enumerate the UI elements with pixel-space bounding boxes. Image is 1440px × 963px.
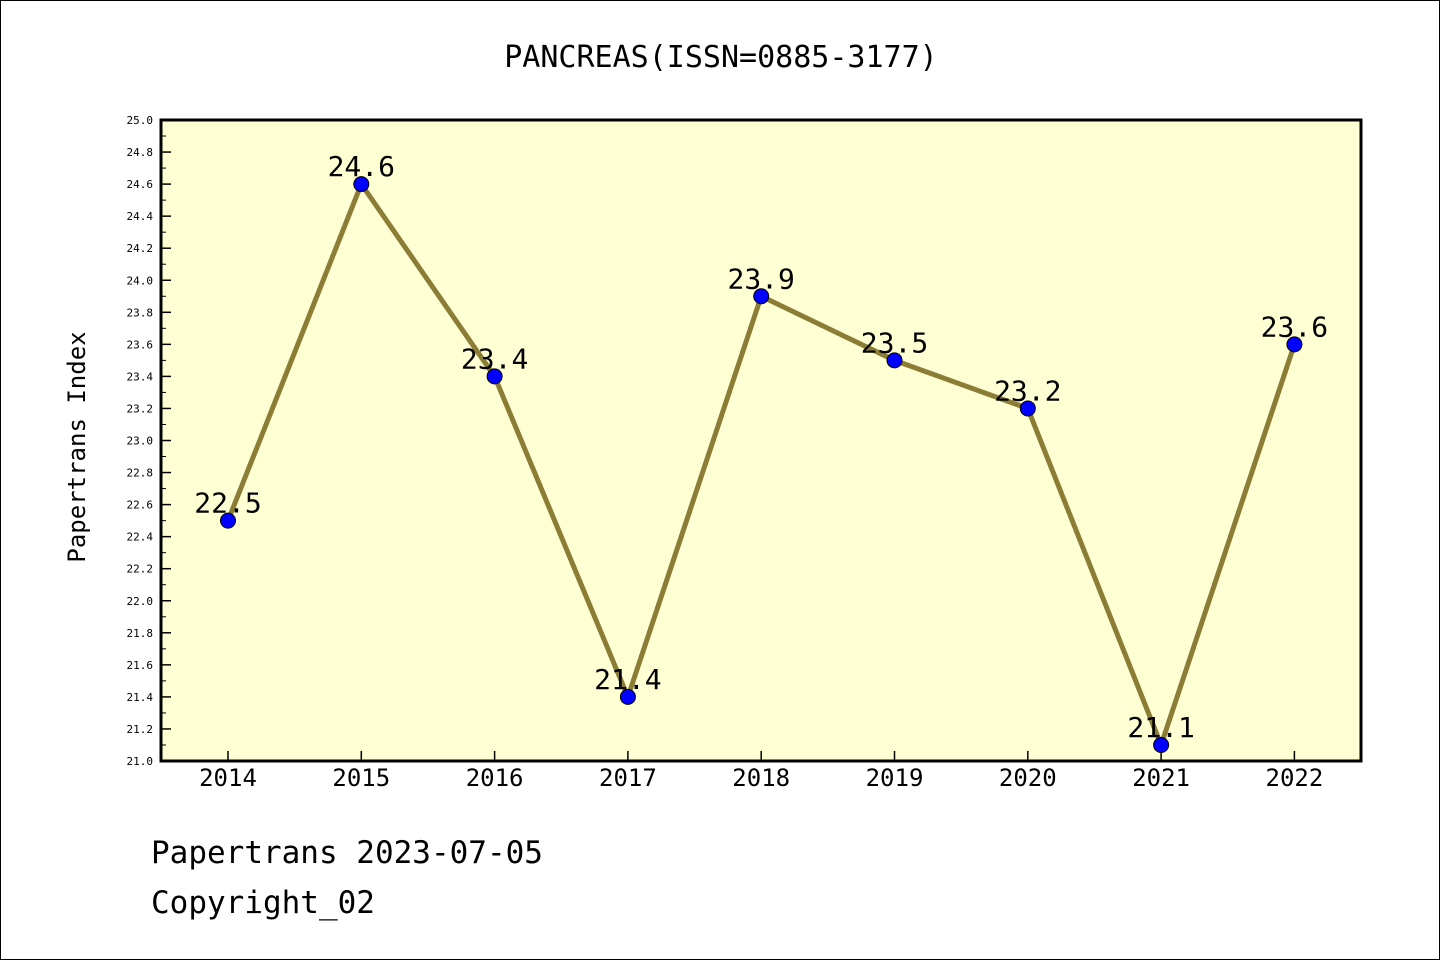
data-label: 21.4 (594, 663, 661, 696)
data-label: 23.4 (461, 342, 528, 375)
x-axis-ticks: 2014 2015 2016 2017 2018 2019 2020 2021 2022 (199, 751, 1323, 792)
data-label: 23.6 (1261, 310, 1328, 343)
data-point (353, 176, 370, 193)
y-tick-label: 23.0 (127, 435, 154, 448)
y-tick-label: 22.0 (127, 595, 154, 608)
y-tick-label: 23.2 (127, 402, 154, 415)
x-tick-label: 2020 (999, 764, 1057, 792)
y-tick-label: 21.4 (127, 691, 154, 704)
x-tick-label: 2019 (866, 764, 924, 792)
y-tick-label: 24.2 (127, 242, 154, 255)
y-tick-label: 22.6 (127, 499, 154, 512)
data-point (1153, 736, 1170, 753)
data-label: 23.5 (861, 326, 928, 359)
y-tick-label: 22.8 (127, 467, 154, 480)
y-axis-ticks: 21.0 21.2 21.4 21.6 21.8 22.0 22.2 22.4 22.6 22.8… (127, 114, 171, 768)
y-tick-label: 24.8 (127, 146, 154, 159)
y-axis-label: Papertrans Index (63, 331, 91, 562)
x-tick-label: 2021 (1132, 764, 1190, 792)
data-point (1286, 336, 1303, 353)
x-tick-label: 2022 (1266, 764, 1324, 792)
y-tick-label: 23.8 (127, 306, 154, 319)
series-group: 22.5 24.6 23.4 21.4 23.9 23.5 23.2 21.1 23.6 (194, 150, 1328, 753)
x-tick-label: 2015 (332, 764, 390, 792)
y-tick-label: 24.4 (127, 210, 154, 223)
data-label: 21.1 (1127, 711, 1194, 744)
plot-area (159, 118, 1363, 763)
data-point (1019, 400, 1036, 417)
y-tick-label: 22.4 (127, 531, 154, 544)
data-label: 23.9 (727, 262, 794, 295)
y-tick-label: 21.2 (127, 723, 154, 736)
data-point (619, 688, 636, 705)
footer-copyright-line: Copyright_02 (151, 885, 375, 921)
x-tick-label: 2017 (599, 764, 657, 792)
y-tick-label: 21.8 (127, 627, 154, 640)
y-tick-label: 23.4 (127, 370, 154, 383)
x-tick-label: 2018 (732, 764, 790, 792)
x-tick-label: 2014 (199, 764, 257, 792)
y-tick-label: 24.6 (127, 178, 154, 191)
data-point (486, 368, 503, 385)
y-tick-label: 23.6 (127, 338, 154, 351)
y-tick-label: 24.0 (127, 274, 154, 287)
data-label: 24.6 (328, 150, 395, 183)
data-point (886, 352, 903, 369)
y-tick-label: 22.2 (127, 563, 154, 576)
data-point (753, 288, 770, 305)
data-point (220, 512, 236, 529)
y-tick-label: 21.0 (127, 755, 154, 768)
y-tick-label: 25.0 (127, 114, 154, 127)
data-label: 22.5 (194, 487, 261, 520)
data-label: 23.2 (994, 374, 1061, 407)
footer-date-line: Papertrans 2023-07-05 (151, 835, 543, 871)
y-tick-label: 21.6 (127, 659, 154, 672)
x-tick-label: 2016 (466, 764, 524, 792)
chart-title: PANCREAS(ISSN=0885-3177) (504, 40, 937, 75)
